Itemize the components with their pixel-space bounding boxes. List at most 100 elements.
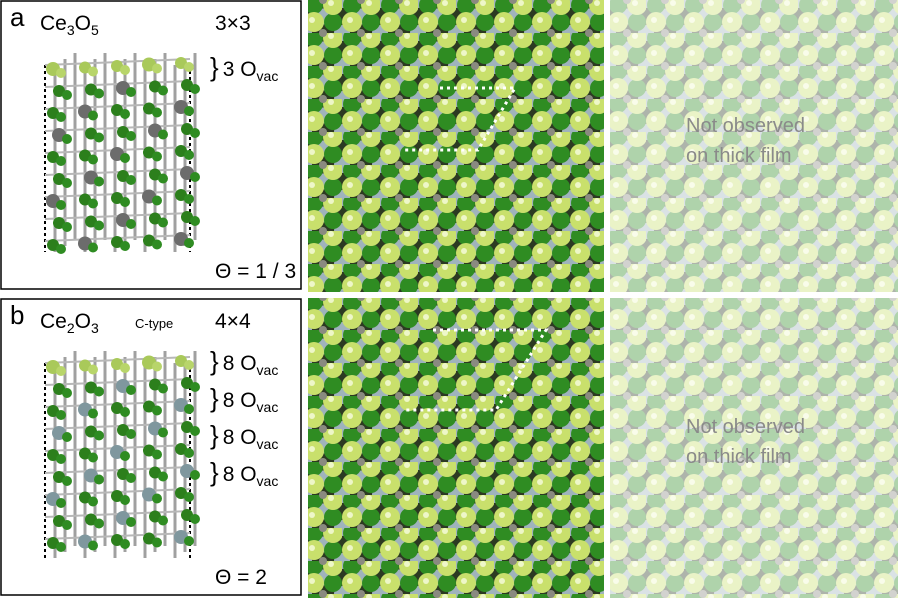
atom [120,109,130,119]
atom [56,244,66,254]
atom [190,426,200,436]
atom [79,149,91,162]
note: Not observed [686,416,805,438]
atom [47,107,59,119]
atom [126,385,136,395]
atom [158,515,168,526]
formula-subscript: 2 [67,320,75,336]
atom [62,90,72,100]
atom [175,145,187,157]
atom [152,107,162,118]
atom [143,532,155,545]
atom [88,540,98,551]
atom [111,490,123,502]
atom [181,211,193,223]
atom [149,510,161,523]
bond [44,466,191,474]
atom [143,102,155,115]
atom [47,449,59,461]
formula-element: O [75,310,91,333]
note: on thick film [686,145,792,167]
atom [85,425,97,438]
brace: } [210,383,219,413]
atom [88,452,98,463]
atom [184,62,194,72]
fade-overlay [610,298,898,598]
atom [181,509,193,521]
atom [152,195,162,206]
atom [62,388,72,398]
panel: b Ce2O3 C-type 4×4} 8 Ovac} 8 Ovac} 8 Ovac} 8 O… [0,298,898,598]
atom [184,194,194,204]
atom [143,234,155,247]
crystal-structure [44,53,200,254]
supercell: 4×4 [215,310,251,333]
atom [190,128,200,138]
atom [88,198,98,209]
vacancy-label: } 8 Ovac [210,420,278,452]
atom [85,215,97,228]
atom [120,363,130,373]
atom [126,131,136,141]
atom [120,407,130,417]
atom [62,476,72,486]
vacancy-subscript: vac [257,473,279,489]
atom [53,85,65,97]
atom [158,173,168,184]
atom [175,355,187,367]
atom [158,217,168,228]
coverage: Θ = 2 [215,566,267,589]
atom [120,153,130,163]
note: on thick film [686,446,792,468]
atom [152,449,162,460]
vacancy-subscript: vac [257,68,279,84]
brace: } [210,420,219,450]
atom [149,212,161,225]
atom [88,408,98,419]
coverage: Θ = 1 / 3 [215,260,296,283]
atom [94,518,104,529]
panel-letter: b [10,300,24,330]
atom [126,175,136,185]
atom [158,383,168,394]
atom [190,382,200,392]
atom [111,104,123,116]
atom [56,112,66,122]
brace: } [210,457,219,487]
atom [149,378,161,391]
brace: } [210,346,219,376]
atom [184,360,194,370]
atom [56,498,66,508]
note: Not observed [686,115,805,137]
atom [85,513,97,526]
surface-image [308,0,604,292]
vacancy-subscript: vac [257,362,279,378]
fade-overlay [610,0,898,292]
vacancy-count: 8 O [223,352,257,375]
vacancy-subscript: vac [257,436,279,452]
atom [53,383,65,395]
atom [120,241,130,251]
atom [126,87,136,97]
atom [85,127,97,140]
bond [44,168,191,176]
atom [184,448,194,458]
atom [152,493,162,504]
atom [88,110,98,121]
atom [117,468,129,480]
atom [56,156,66,166]
vacancy-label: } 8 Ovac [210,383,278,415]
atom [175,57,187,69]
atom [190,216,200,226]
atom [111,236,123,248]
atom [158,471,168,482]
formula-element: Ce [40,310,67,333]
formula-subscript: 3 [91,320,99,336]
atom [56,542,66,552]
formula: Ce3O5 [40,12,99,38]
atom [53,173,65,185]
vacancy-label: } 8 Ovac [210,457,278,489]
atom [120,495,130,505]
panel-letter: a [10,2,25,32]
